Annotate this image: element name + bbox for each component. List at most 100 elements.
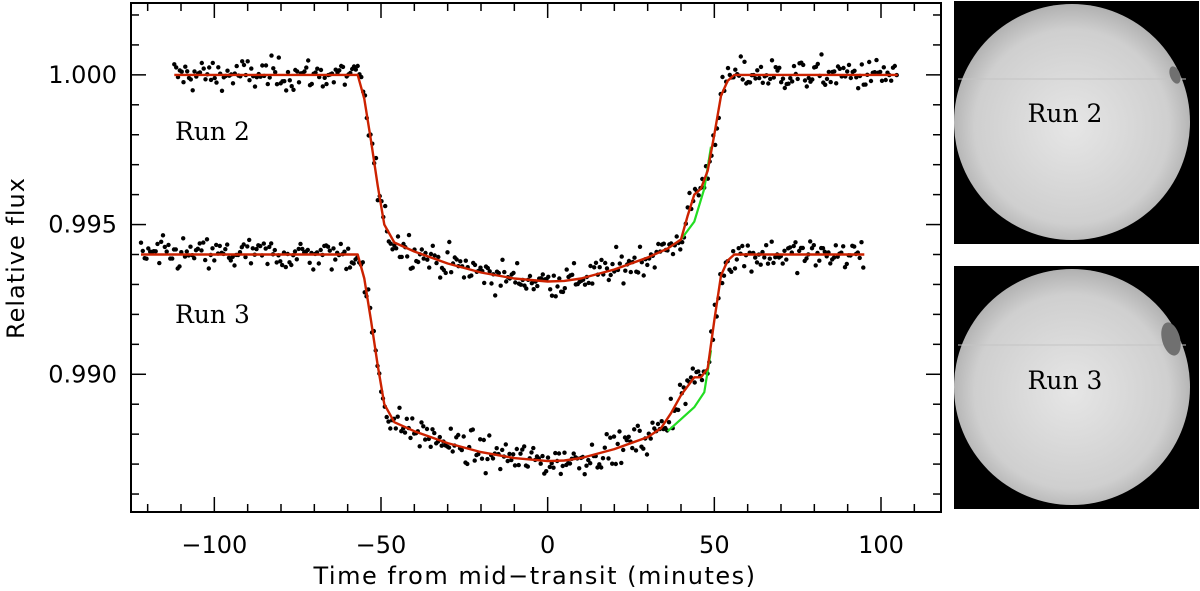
data-point	[832, 69, 837, 74]
data-point	[173, 247, 178, 252]
data-point	[197, 241, 202, 246]
data-point	[765, 261, 771, 266]
data-point	[760, 249, 765, 255]
data-point	[192, 69, 197, 74]
data-point	[611, 434, 617, 439]
data-point	[245, 244, 250, 249]
data-point	[177, 264, 182, 269]
data-point	[267, 244, 272, 250]
data-point	[562, 450, 567, 455]
data-point	[883, 77, 888, 83]
star-panel-run-3: Run 3	[954, 266, 1199, 509]
data-point	[280, 262, 285, 268]
data-point	[637, 244, 643, 249]
data-point	[624, 438, 629, 443]
data-point	[179, 69, 184, 74]
data-point	[632, 427, 637, 432]
data-point	[892, 63, 897, 69]
spot-model-curve	[141, 253, 865, 463]
data-point	[848, 75, 853, 81]
data-point	[696, 369, 701, 374]
data-point	[713, 142, 718, 148]
data-point	[269, 53, 274, 58]
data-point	[553, 450, 558, 456]
data-point	[419, 420, 424, 425]
data-point	[791, 243, 796, 249]
data-point	[318, 67, 324, 73]
data-point	[636, 270, 641, 275]
data-point	[399, 254, 404, 260]
data-point	[489, 281, 494, 286]
data-point	[503, 442, 508, 447]
data-point	[487, 269, 492, 274]
data-point	[619, 254, 624, 259]
data-point	[562, 286, 567, 291]
data-point	[878, 69, 883, 75]
x-tick-label: 0	[540, 531, 555, 559]
data-point	[762, 255, 767, 260]
data-point	[138, 240, 144, 245]
data-point	[482, 280, 487, 286]
model-curves	[141, 73, 898, 463]
data-point	[782, 248, 787, 253]
data-point	[384, 414, 389, 420]
data-point	[677, 382, 683, 387]
data-point	[394, 246, 399, 251]
data-point	[760, 80, 765, 86]
data-point	[645, 262, 650, 268]
data-point	[666, 420, 672, 425]
data-point	[459, 447, 464, 453]
data-point	[287, 78, 292, 83]
data-point	[824, 76, 830, 82]
x-axis-label: Time from mid−transit (minutes)	[312, 562, 756, 590]
data-point	[284, 88, 289, 93]
data-point	[164, 249, 169, 254]
data-point	[428, 251, 434, 257]
data-point	[463, 258, 468, 263]
data-point	[210, 246, 215, 251]
data-point	[854, 75, 859, 80]
data-point	[511, 270, 516, 276]
data-point	[570, 272, 575, 277]
data-point	[498, 466, 503, 472]
data-point	[529, 450, 534, 455]
data-point	[599, 465, 604, 470]
data-point	[841, 244, 846, 249]
data-point	[802, 78, 808, 83]
data-point	[540, 272, 545, 277]
data-point	[656, 241, 661, 247]
data-point	[295, 69, 300, 74]
data-point	[406, 232, 412, 238]
data-point	[610, 461, 615, 466]
data-point	[790, 79, 795, 84]
data-point	[333, 257, 338, 262]
data-point	[619, 460, 624, 466]
data-point	[292, 249, 298, 254]
data-point	[419, 247, 424, 252]
data-point	[758, 262, 763, 267]
data-point	[747, 80, 753, 85]
data-point	[571, 451, 576, 456]
data-point	[732, 266, 738, 271]
data-point	[181, 80, 186, 85]
data-point	[465, 461, 470, 467]
data-point	[432, 430, 437, 436]
data-point	[584, 463, 589, 468]
data-point	[320, 84, 325, 89]
data-point	[388, 426, 393, 431]
data-point	[736, 246, 741, 251]
data-point	[140, 248, 145, 254]
data-point	[538, 276, 544, 281]
data-point	[324, 81, 329, 87]
data-point	[402, 430, 408, 435]
data-point	[553, 294, 558, 299]
data-point	[159, 239, 164, 244]
data-point	[725, 65, 731, 71]
data-point	[199, 60, 204, 66]
data-point	[560, 289, 566, 295]
spot-free-model-curve	[667, 146, 713, 250]
data-point	[230, 81, 236, 86]
data-point	[582, 282, 588, 287]
data-point	[567, 461, 573, 466]
data-point	[263, 246, 268, 251]
